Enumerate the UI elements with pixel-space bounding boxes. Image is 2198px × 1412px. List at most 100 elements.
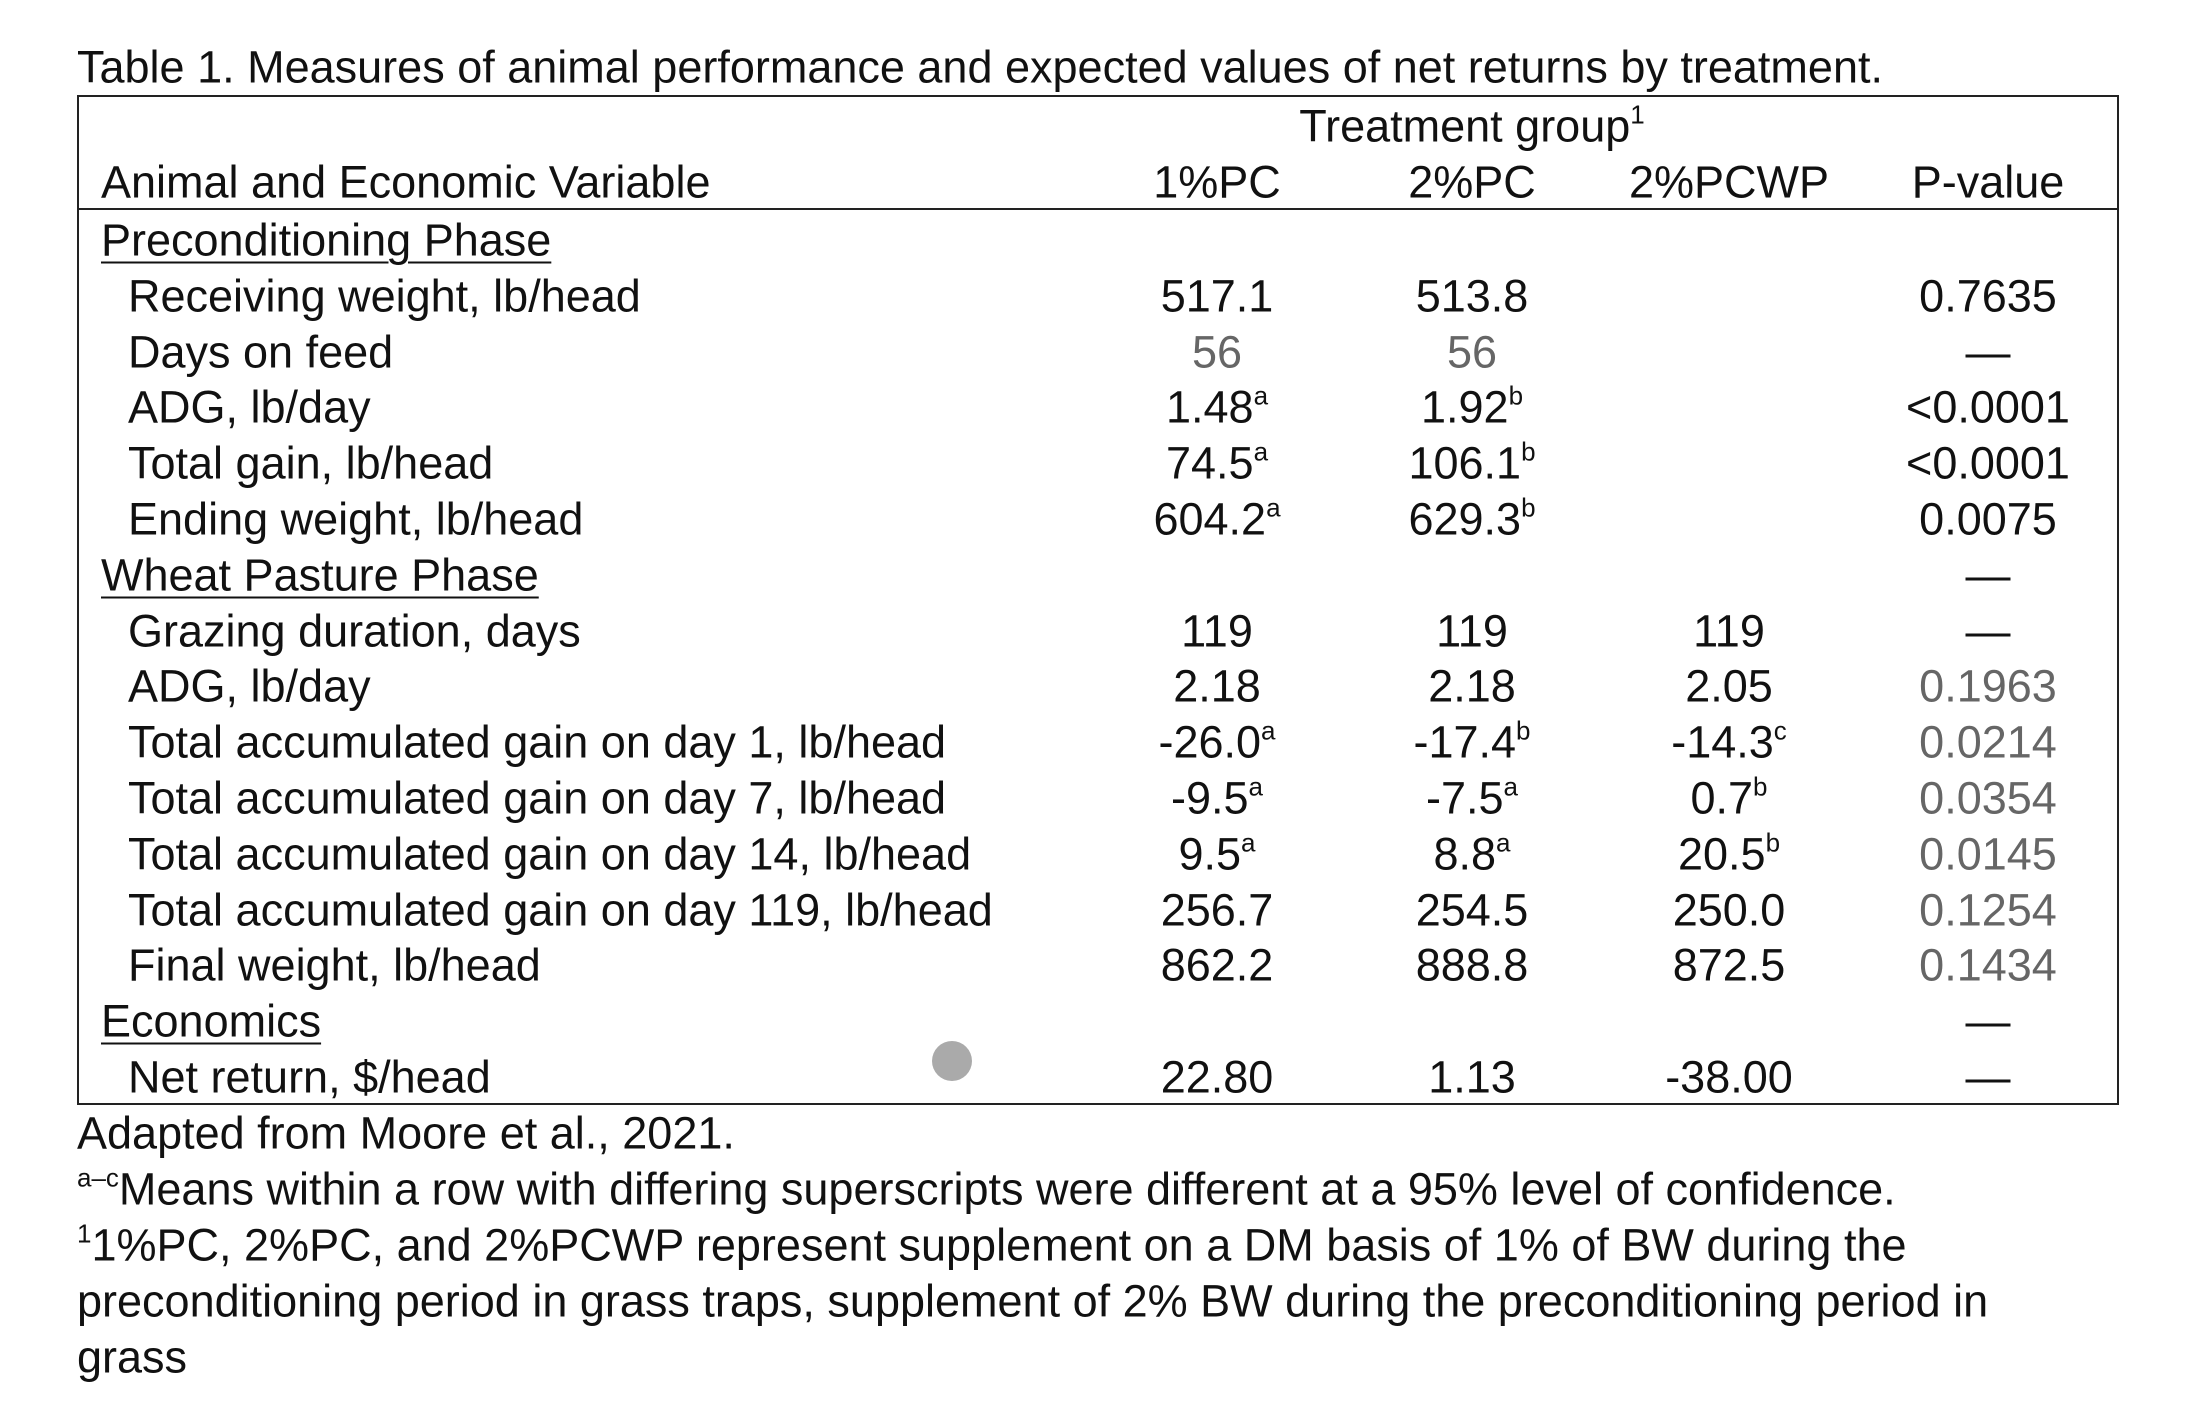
cell: -26.0a <box>1158 716 1275 768</box>
cell-text: 0.1434 <box>1919 939 2057 991</box>
row-label: Total accumulated gain on day 14, lb/hea… <box>128 828 972 880</box>
superscript: b <box>1508 380 1524 411</box>
cell: 872.5 <box>1673 943 1786 988</box>
cell: — <box>1966 608 2011 653</box>
cell: 0.7635 <box>1919 273 2057 318</box>
cell-text: -7.5 <box>1425 772 1504 824</box>
cell-text: 0.1963 <box>1919 660 2057 712</box>
cell: 604.2a <box>1153 495 1280 542</box>
row-label: Total accumulated gain on day 7, lb/head <box>128 772 947 824</box>
row-label: Net return, $/head <box>128 1051 491 1103</box>
table-border <box>77 95 2119 1105</box>
dot <box>932 1041 972 1081</box>
cell: 254.5 <box>1416 887 1529 932</box>
row-label: Total gain, lb/head <box>128 437 494 489</box>
cell: 2.18 <box>1173 664 1261 709</box>
superscript: b <box>1516 715 1531 746</box>
superscript: 1 <box>77 1218 92 1249</box>
cell: 0.0354 <box>1919 776 2057 821</box>
cell-text: 0.7 <box>1690 772 1754 824</box>
cell-text: 0.1254 <box>1919 884 2057 936</box>
superscript: a <box>1253 380 1269 411</box>
superscript: c <box>1773 715 1787 746</box>
cell-text: 0.0354 <box>1919 772 2057 824</box>
cell: 1.92b <box>1420 381 1523 433</box>
cell: 0.1254 <box>1919 887 2057 932</box>
cell-text: 1.48 <box>1165 381 1254 433</box>
cell: 74.5a <box>1165 437 1268 489</box>
cell-text: -26.0 <box>1158 716 1262 768</box>
cell: -14.3c <box>1671 716 1787 768</box>
cell-text: 56 <box>1446 326 1498 378</box>
header-rule <box>77 208 2117 210</box>
row-label: Total accumulated gain on day 1, lb/head <box>128 716 947 768</box>
cell: <0.0001 <box>1906 385 2070 430</box>
row-label: Total accumulated gain on day 119, lb/he… <box>128 884 993 936</box>
cell-text: -14.3 <box>1671 716 1774 768</box>
section-p-value: — <box>1965 549 2011 601</box>
cell-text: <0.0001 <box>1906 381 2070 433</box>
superscript: b <box>1521 436 1536 467</box>
cell: -17.4b <box>1413 716 1530 768</box>
superscript: b <box>1521 492 1536 523</box>
group-header: Treatment group1 <box>1299 102 1644 149</box>
cell-text: 22.80 <box>1160 1051 1274 1103</box>
cell-text: 20.5 <box>1677 828 1766 880</box>
cell-text: 2.05 <box>1685 660 1773 712</box>
cell: 2.05 <box>1685 664 1773 709</box>
cell-text: — <box>1965 326 2011 378</box>
cell: 513.8 <box>1416 273 1529 318</box>
cell-text: 2.18 <box>1428 660 1516 712</box>
cell-text: 106.1 <box>1408 437 1522 489</box>
row-label: Grazing duration, days <box>128 605 581 657</box>
cell: 1.13 <box>1428 1055 1516 1100</box>
cell: -38.00 <box>1665 1055 1793 1100</box>
footnote-text: preconditioning period in grass traps, s… <box>77 1275 1989 1327</box>
cell-text: 0.0075 <box>1919 493 2057 545</box>
superscript: a <box>1503 771 1519 802</box>
section-title: Wheat Pasture Phase <box>101 549 539 601</box>
cell: 119 <box>1693 608 1765 653</box>
cell: 20.5b <box>1677 828 1780 880</box>
footnote-text: Means within a row with differing supers… <box>118 1163 1896 1215</box>
footnote-line: 11%PC, 2%PC, and 2%PCWP represent supple… <box>77 1221 1907 1268</box>
cell: 0.0075 <box>1919 497 2057 542</box>
superscript: a <box>1248 771 1264 802</box>
superscript: b <box>1765 827 1781 858</box>
row-label: Ending weight, lb/head <box>128 493 584 545</box>
cell: 8.8a <box>1433 829 1510 876</box>
row-label: Receiving weight, lb/head <box>128 270 641 322</box>
footnote-line: grass <box>77 1335 187 1380</box>
cell: 250.0 <box>1673 887 1786 932</box>
cell: 106.1b <box>1408 437 1535 489</box>
cell-text: 1.92 <box>1420 381 1509 433</box>
section-p-value: — <box>1965 995 2011 1047</box>
superscript: a <box>1253 436 1269 467</box>
cell-text: -17.4 <box>1413 716 1517 768</box>
cell-text: 250.0 <box>1672 884 1786 936</box>
cell-text: 256.7 <box>1160 884 1274 936</box>
cell-text: <0.0001 <box>1906 437 2070 489</box>
cell: — <box>1966 329 2011 374</box>
cell: 22.80 <box>1161 1055 1274 1100</box>
cell-text: 119 <box>1436 605 1508 657</box>
section-title: Economics <box>101 995 322 1047</box>
cell-text: 56 <box>1191 326 1243 378</box>
column-header: 2%PC <box>1408 156 1536 208</box>
cell: 56 <box>1192 329 1242 374</box>
cell: 56 <box>1447 329 1497 374</box>
cell-text: 119 <box>1181 605 1253 657</box>
footnote-text: grass <box>77 1331 188 1383</box>
cell: 888.8 <box>1416 943 1529 988</box>
cell-text: 888.8 <box>1415 939 1529 991</box>
cell: 0.1963 <box>1919 664 2057 709</box>
footnote-source: Adapted from Moore et al., 2021. <box>77 1107 735 1159</box>
superscript: a <box>1241 827 1256 858</box>
cell: 119 <box>1181 608 1253 653</box>
row-label: ADG, lb/day <box>128 660 371 712</box>
cell-text: 74.5 <box>1165 437 1254 489</box>
cell-text: 9.5 <box>1178 828 1242 880</box>
cell-text: 2.18 <box>1173 660 1261 712</box>
cell-text: — <box>1965 1051 2011 1103</box>
